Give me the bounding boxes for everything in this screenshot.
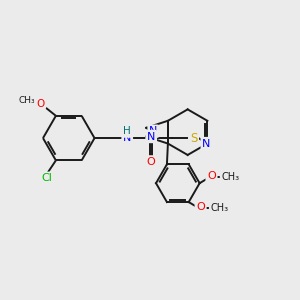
Text: O: O	[207, 171, 216, 181]
Text: CH₃: CH₃	[221, 172, 239, 182]
Text: CH₃: CH₃	[210, 203, 229, 213]
Text: S: S	[190, 132, 197, 145]
Text: O: O	[36, 99, 44, 109]
Text: H: H	[123, 126, 131, 136]
Text: Cl: Cl	[41, 173, 52, 183]
Text: O: O	[147, 157, 156, 167]
Text: N: N	[147, 131, 155, 142]
Text: N: N	[123, 133, 131, 143]
Text: N: N	[149, 126, 158, 136]
Text: CH₃: CH₃	[19, 96, 35, 105]
Text: O: O	[196, 202, 205, 212]
Text: N: N	[202, 139, 211, 148]
